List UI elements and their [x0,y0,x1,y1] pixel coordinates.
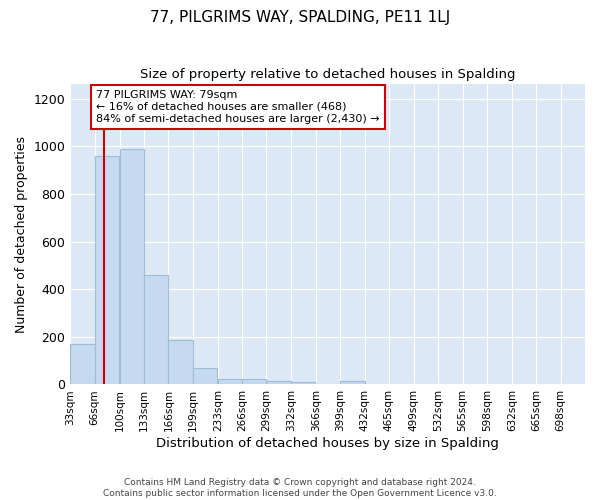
Y-axis label: Number of detached properties: Number of detached properties [15,136,28,333]
Text: 77, PILGRIMS WAY, SPALDING, PE11 1LJ: 77, PILGRIMS WAY, SPALDING, PE11 1LJ [150,10,450,25]
Bar [291,382,315,384]
Bar [266,381,291,384]
Bar [119,148,144,384]
Text: Contains HM Land Registry data © Crown copyright and database right 2024.
Contai: Contains HM Land Registry data © Crown c… [103,478,497,498]
Bar [193,368,217,384]
Bar [70,344,95,385]
Bar [95,156,119,384]
Text: 77 PILGRIMS WAY: 79sqm
← 16% of detached houses are smaller (468)
84% of semi-de: 77 PILGRIMS WAY: 79sqm ← 16% of detached… [96,90,380,124]
Bar [242,378,266,384]
Bar [144,275,169,384]
Bar [169,340,193,384]
X-axis label: Distribution of detached houses by size in Spalding: Distribution of detached houses by size … [156,437,499,450]
Bar [218,378,242,384]
Title: Size of property relative to detached houses in Spalding: Size of property relative to detached ho… [140,68,515,80]
Bar [340,381,365,384]
